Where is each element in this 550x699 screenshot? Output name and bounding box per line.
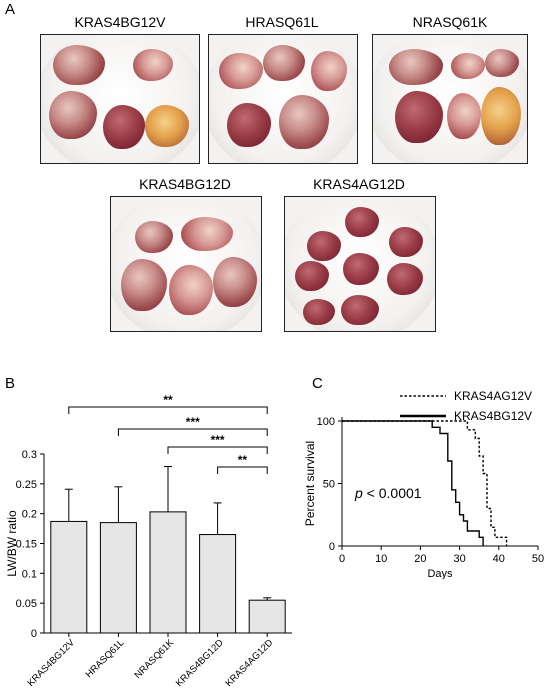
- panel-a-letter: A: [5, 1, 16, 18]
- photo-title-1: KRAS4BG12V: [74, 14, 166, 30]
- organ: [295, 261, 329, 291]
- photo-title-4: KRAS4BG12D: [139, 176, 231, 192]
- organ: [343, 253, 379, 285]
- bar: [50, 520, 88, 634]
- organ: [389, 227, 423, 257]
- photo-2: [208, 34, 358, 164]
- organ: [307, 231, 341, 261]
- p-value-annotation: p < 0.0001: [354, 485, 422, 501]
- y-tick-label: 0.25: [16, 479, 37, 491]
- p-value-text: < 0.0001: [363, 485, 422, 501]
- y-tick-label: 0.2: [22, 509, 37, 521]
- organ: [303, 299, 335, 325]
- organ: [263, 45, 305, 81]
- organ: [169, 265, 213, 315]
- x-tick-label: NRASQ61K: [133, 637, 177, 681]
- photo-title-5: KRAS4AG12D: [313, 176, 405, 192]
- x-tick-label: 30: [453, 553, 465, 565]
- organ: [389, 49, 443, 85]
- organ: [279, 95, 329, 149]
- y-tick-label: 0: [329, 541, 335, 553]
- panel-b-letter: B: [5, 375, 16, 392]
- y-tick-label: 50: [323, 479, 335, 491]
- legend-label: KRAS4AG12V: [454, 389, 532, 403]
- x-tick-label: 20: [414, 553, 426, 565]
- organ: [451, 53, 485, 79]
- significance-bracket: [217, 466, 268, 474]
- y-tick-label: 0.05: [16, 598, 37, 610]
- y-tick-label: 100: [317, 416, 335, 428]
- organ: [121, 259, 167, 311]
- y-tick-label: 0.3: [22, 449, 37, 461]
- organ: [481, 87, 521, 145]
- survival-chart: 0 50 100 0 10 20 30 40 50 Days Percent survival KRA…: [303, 389, 544, 579]
- significance-label: **: [163, 393, 173, 407]
- organ: [485, 49, 519, 77]
- organ: [219, 53, 263, 89]
- organ: [49, 91, 97, 139]
- survival-curve-1: [342, 420, 508, 546]
- bar: [99, 522, 137, 634]
- bar: [248, 599, 286, 634]
- significance-bracket: [117, 428, 268, 436]
- y-tick-label: 0.15: [16, 539, 37, 551]
- significance-label: **: [238, 453, 248, 467]
- organ: [345, 207, 379, 237]
- organ: [447, 93, 481, 139]
- y-tick-label: 0.1: [22, 568, 37, 580]
- bar: [149, 511, 187, 634]
- organ: [181, 217, 233, 251]
- legend-label: KRAS4BG12V: [454, 409, 532, 423]
- photo-1: [40, 34, 200, 164]
- y-axis-label: LW/BW ratio: [5, 510, 19, 577]
- x-tick-label: 40: [493, 553, 505, 565]
- organ: [311, 51, 347, 91]
- x-tick-label: 10: [375, 553, 387, 565]
- significance-bracket: [167, 446, 268, 454]
- x-tick-label: 0: [339, 553, 345, 565]
- organ: [103, 105, 145, 149]
- x-axis-label: Days: [427, 568, 453, 579]
- x-tick-label: 50: [532, 553, 544, 565]
- y-axis-label: Percent survival: [303, 441, 317, 526]
- x-tick-label: HRASQ61L: [84, 637, 127, 680]
- organ: [227, 103, 271, 147]
- survival-curve-2: [342, 420, 484, 546]
- p-value-symbol: p: [354, 485, 363, 501]
- significance-bracket: [68, 406, 268, 414]
- x-tick-label: KRAS4AG12D: [223, 637, 275, 689]
- organ: [53, 45, 105, 85]
- bar-chart: 0 0.05 0.1 0.15 0.2 0.25 0.3 LW/BW ratio KRAS4BG…: [5, 393, 292, 689]
- photo-4: [110, 196, 262, 332]
- panel-c-letter: C: [312, 375, 323, 392]
- significance-label: ***: [211, 433, 225, 447]
- organ: [133, 49, 173, 81]
- organ: [395, 91, 443, 143]
- significance-label: ***: [186, 415, 200, 429]
- organ: [145, 105, 189, 147]
- bar: [199, 534, 237, 634]
- photo-5: [284, 196, 436, 332]
- y-tick-label: 0: [31, 628, 37, 640]
- organ: [341, 295, 379, 325]
- photo-title-3: NRASQ61K: [412, 14, 488, 30]
- photo-title-2: HRASQ61L: [245, 14, 319, 30]
- organ: [213, 257, 257, 307]
- x-tick-label: KRAS4BG12V: [25, 637, 77, 689]
- photo-3: [372, 34, 528, 164]
- x-tick-label: KRAS4BG12D: [174, 637, 226, 689]
- organ: [387, 263, 423, 295]
- organ: [135, 221, 173, 253]
